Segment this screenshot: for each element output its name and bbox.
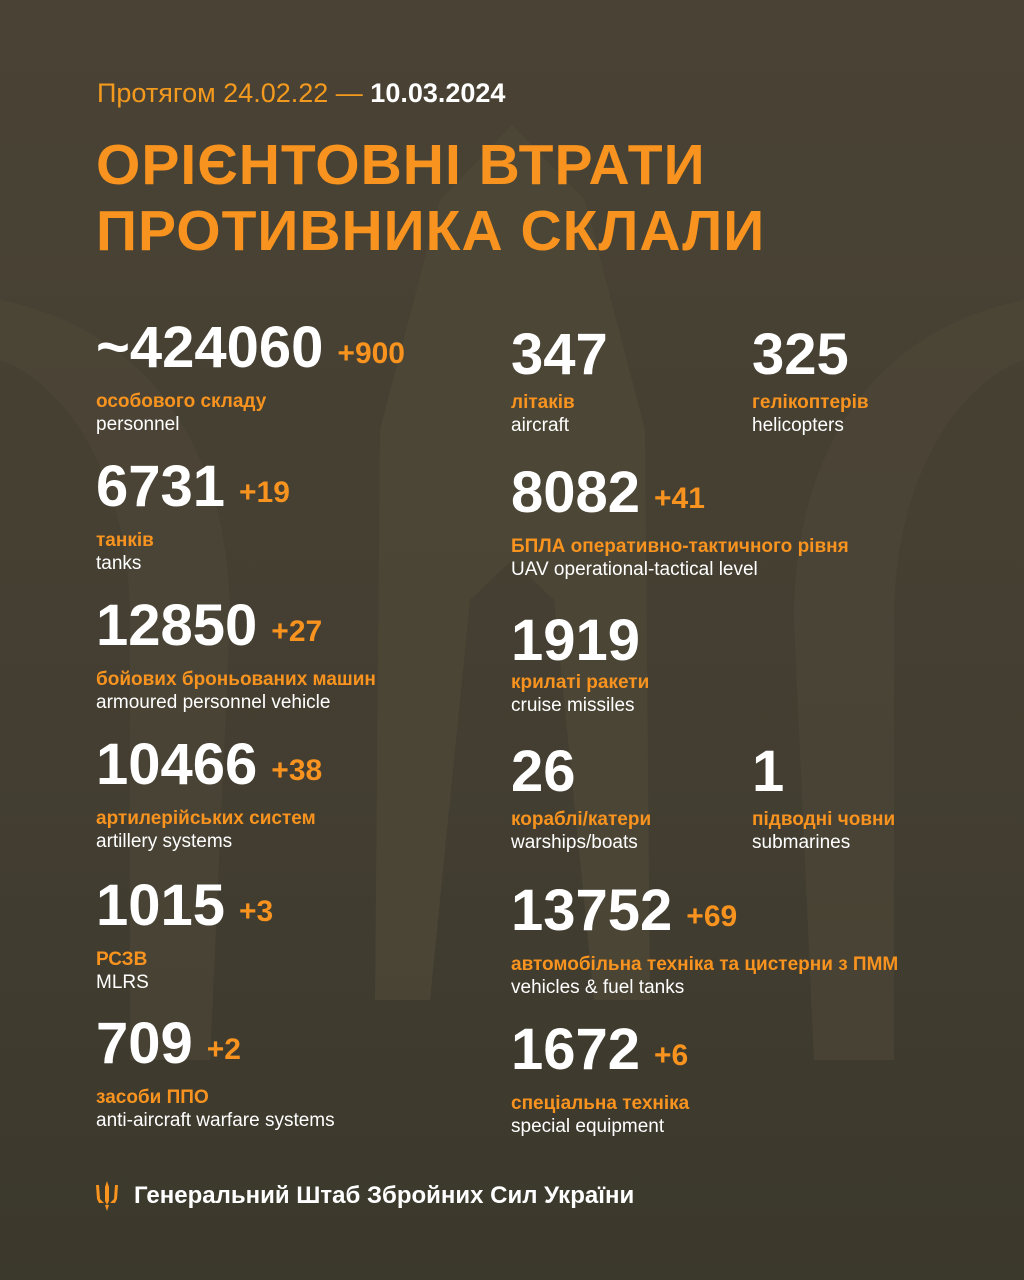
stat-value: 26 bbox=[511, 739, 576, 804]
stat-label-ua: кораблі/катери bbox=[511, 809, 652, 830]
stat-label-en: tanks bbox=[96, 553, 142, 574]
stat-label-en: anti-aircraft warfare systems bbox=[96, 1110, 335, 1131]
footer-text: Генеральний Штаб Збройних Сил України bbox=[134, 1182, 635, 1209]
period: Протягом 24.02.22 — 10.03.2024 bbox=[97, 78, 505, 109]
stat-delta: +3 bbox=[239, 895, 274, 928]
stat-delta: +900 bbox=[337, 337, 405, 370]
stat-value: 1 bbox=[752, 739, 785, 804]
stat-delta: +27 bbox=[271, 615, 323, 648]
stat-label-en: personnel bbox=[96, 414, 180, 435]
stat-value: 347 bbox=[511, 322, 608, 387]
stat-air-defense: 709 +2 засоби ППО anti-aircraft warfare sys… bbox=[96, 1014, 335, 1132]
stat-delta: +38 bbox=[271, 754, 323, 787]
stat-vehicles: 13752 +69 автомобільна техніка та цистерни… bbox=[511, 881, 898, 999]
stat-label-ua: танків bbox=[96, 530, 154, 551]
stat-label-ua: артилерійських систем bbox=[96, 808, 316, 829]
stat-label-en: helicopters bbox=[752, 415, 844, 436]
stat-uav: 8082 +41 БПЛА оперативно-тактичного рівня U… bbox=[511, 463, 849, 581]
stat-label-en: submarines bbox=[752, 832, 851, 853]
stat-label-ua: особового складу bbox=[96, 391, 267, 412]
stat-label-ua: бойових броньованих машин bbox=[96, 669, 376, 690]
stat-label-ua: крилаті ракети bbox=[511, 672, 650, 693]
stat-mlrs: 1015 +3 РСЗВ MLRS bbox=[96, 876, 273, 994]
page-title: ОРІЄНТОВНІ ВТРАТИ ПРОТИВНИКА СКЛАЛИ bbox=[96, 132, 765, 264]
stat-label-ua: БПЛА оперативно-тактичного рівня bbox=[511, 536, 849, 557]
stat-label-en: special equipment bbox=[511, 1116, 665, 1137]
stat-label-ua: спеціальна техніка bbox=[511, 1093, 690, 1114]
stat-label-ua: підводні човни bbox=[752, 809, 896, 830]
stat-value: 10466 bbox=[96, 732, 258, 797]
stat-aircraft: 347 літаків aircraft bbox=[511, 325, 608, 437]
stat-delta: +2 bbox=[206, 1033, 241, 1066]
stat-warships: 26 кораблі/катери warships/boats bbox=[511, 742, 651, 854]
period-end: 10.03.2024 bbox=[370, 78, 506, 108]
stat-artillery: 10466 +38 артилерійських систем artillery s… bbox=[96, 735, 322, 853]
stat-label-en: artillery systems bbox=[96, 831, 233, 852]
stat-label-ua: літаків bbox=[511, 392, 575, 413]
stat-value: 709 bbox=[96, 1011, 193, 1076]
stat-label-ua: гелікоптерів bbox=[752, 392, 869, 413]
stat-value: 325 bbox=[752, 322, 849, 387]
stat-label-en: cruise missiles bbox=[511, 695, 635, 716]
footer: Генеральний Штаб Збройних Сил України bbox=[96, 1181, 634, 1211]
stat-tanks: 6731 +19 танків tanks bbox=[96, 457, 290, 575]
stat-label-en: aircraft bbox=[511, 415, 570, 436]
trident-icon bbox=[96, 1181, 118, 1211]
stat-value: 8082 bbox=[511, 460, 641, 525]
stat-label-en: MLRS bbox=[96, 972, 149, 993]
title-line-2: ПРОТИВНИКА СКЛАЛИ bbox=[96, 199, 766, 263]
stat-helicopters: 325 гелікоптерів helicopters bbox=[752, 325, 869, 437]
stat-label-ua: засоби ППО bbox=[96, 1087, 209, 1108]
stat-label-en: warships/boats bbox=[511, 832, 638, 853]
stat-label-en: UAV operational-tactical level bbox=[511, 559, 758, 580]
stat-delta: +19 bbox=[239, 476, 290, 509]
title-line-1: ОРІЄНТОВНІ ВТРАТИ bbox=[96, 133, 706, 197]
stat-label-ua: РСЗВ bbox=[96, 949, 148, 970]
stat-delta: +69 bbox=[686, 900, 738, 933]
stat-special-equipment: 1672 +6 спеціальна техніка special equipmen… bbox=[511, 1020, 689, 1138]
stat-delta: +41 bbox=[654, 482, 705, 515]
stat-apv: 12850 +27 бойових броньованих машин armoure… bbox=[96, 596, 376, 714]
stat-value: 1672 bbox=[511, 1017, 641, 1082]
stat-value: 13752 bbox=[511, 878, 673, 943]
stat-label-ua: автомобільна техніка та цистерни з ПММ bbox=[511, 954, 899, 975]
stat-delta: +6 bbox=[654, 1039, 689, 1072]
stat-label-en: armoured personnel vehicle bbox=[96, 692, 331, 713]
stat-personnel: ~424060 +900 особового складу personnel bbox=[96, 318, 405, 436]
stat-value: 1919 bbox=[511, 608, 641, 673]
stat-cruise-missiles: 1919 крилаті ракети cruise missiles bbox=[511, 611, 649, 717]
period-start: Протягом 24.02.22 — bbox=[97, 78, 363, 108]
stat-value: 12850 bbox=[96, 593, 258, 658]
stat-value: 6731 bbox=[96, 454, 226, 519]
stat-submarines: 1 підводні човни submarines bbox=[752, 742, 895, 854]
stat-value: 1015 bbox=[96, 873, 226, 938]
stat-label-en: vehicles & fuel tanks bbox=[511, 977, 685, 998]
stat-value: ~424060 bbox=[96, 315, 324, 380]
